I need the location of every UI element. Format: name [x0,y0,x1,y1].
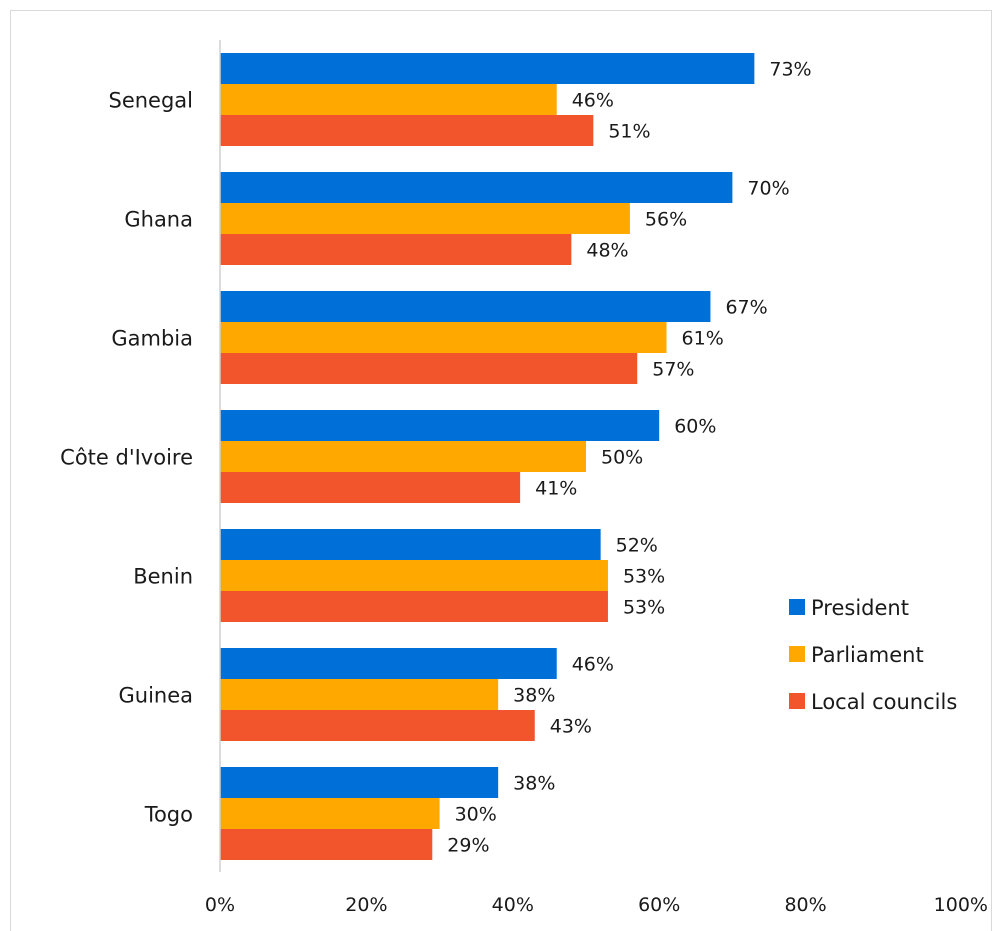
x-tick-label-4: 80% [784,894,826,916]
bar-senegal-president [220,53,755,84]
value-label-benin-local-councils: 53% [623,597,665,619]
x-tick-label-3: 60% [638,894,680,916]
value-label-gambia-local-councils: 57% [652,359,694,381]
value-label-cote-d-ivoire-local-councils: 41% [535,478,577,500]
value-label-senegal-local-councils: 51% [608,121,650,143]
category-label-cote-d-ivoire: Côte d'Ivoire [60,446,193,470]
legend-swatch-parliament [789,646,805,662]
bar-togo-president [220,767,499,798]
value-label-senegal-president: 73% [769,59,811,81]
category-label-gambia: Gambia [111,327,193,351]
value-label-togo-local-councils: 29% [447,835,489,857]
bar-togo-parliament [220,798,440,829]
legend-label-parliament: Parliament [811,643,924,667]
bar-cote-d-ivoire-parliament [220,441,586,472]
bar-senegal-local-councils [220,115,594,146]
value-label-guinea-parliament: 38% [513,685,555,707]
value-label-gambia-president: 67% [725,297,767,319]
category-label-benin: Benin [133,565,193,589]
bar-gambia-president [220,291,711,322]
x-tick-label-1: 20% [345,894,387,916]
value-label-benin-president: 52% [616,535,658,557]
value-label-gambia-parliament: 61% [682,328,724,350]
legend-label-president: President [811,596,909,620]
bar-benin-local-councils [220,591,608,622]
category-label-ghana: Ghana [124,208,193,232]
x-tick-label-2: 40% [492,894,534,916]
value-label-senegal-parliament: 46% [572,90,614,112]
legend-swatch-president [789,599,805,615]
value-label-togo-parliament: 30% [455,804,497,826]
chart-frame [10,10,992,931]
value-label-togo-president: 38% [513,773,555,795]
value-label-ghana-parliament: 56% [645,209,687,231]
bar-guinea-parliament [220,679,499,710]
value-label-benin-parliament: 53% [623,566,665,588]
legend-label-local-councils: Local councils [811,690,957,714]
category-label-togo: Togo [144,803,193,827]
value-labels: 73% 46% 51% 70% 56% 48% 67%61% 57% 60% 50% 41% 52% 5… [447,59,811,857]
bar-benin-parliament [220,560,608,591]
value-label-ghana-president: 70% [747,178,789,200]
value-label-guinea-president: 46% [572,654,614,676]
x-tick-label-5: 100% [934,894,988,916]
bar-ghana-president [220,172,733,203]
category-labels: Senegal Ghana Gambia Côte d'Ivoire Benin Guin… [60,89,193,827]
bar-cote-d-ivoire-local-councils [220,472,521,503]
bar-guinea-president [220,648,557,679]
value-label-ghana-local-councils: 48% [586,240,628,262]
legend-swatch-local-councils [789,693,805,709]
bar-gambia-local-councils [220,353,638,384]
value-label-guinea-local-councils: 43% [550,716,592,738]
x-axis-ticks: 0% 20% 40% 60% 80% 100% [205,894,988,916]
legend: President Parliament Local councils [789,596,957,714]
category-label-guinea: Guinea [118,684,193,708]
bars-group [220,53,755,860]
value-label-cote-d-ivoire-president: 60% [674,416,716,438]
bar-ghana-parliament [220,203,630,234]
bar-cote-d-ivoire-president [220,410,660,441]
bar-gambia-parliament [220,322,667,353]
bar-guinea-local-councils [220,710,535,741]
bar-togo-local-councils [220,829,433,860]
category-label-senegal: Senegal [108,89,193,113]
bar-senegal-parliament [220,84,557,115]
bar-ghana-local-councils [220,234,572,265]
bar-benin-president [220,529,601,560]
x-tick-label-0: 0% [205,894,235,916]
value-label-cote-d-ivoire-parliament: 50% [601,447,643,469]
